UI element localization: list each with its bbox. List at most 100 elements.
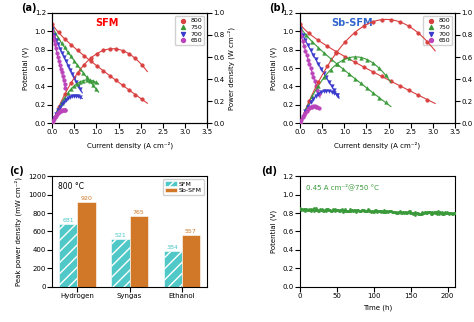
Point bbox=[305, 99, 313, 104]
Point bbox=[50, 116, 58, 121]
Point bbox=[337, 208, 345, 213]
Point bbox=[374, 209, 381, 214]
Point bbox=[324, 64, 331, 69]
X-axis label: Current density (A cm⁻²): Current density (A cm⁻²) bbox=[335, 141, 420, 148]
Point bbox=[423, 209, 430, 214]
Point bbox=[61, 108, 68, 113]
Point bbox=[317, 90, 325, 95]
Point bbox=[333, 92, 340, 97]
Point bbox=[320, 89, 328, 94]
Point bbox=[138, 62, 146, 67]
Point bbox=[346, 207, 354, 212]
Point bbox=[416, 212, 423, 217]
Point bbox=[299, 114, 307, 119]
Point bbox=[358, 207, 365, 213]
Point bbox=[328, 83, 335, 89]
Point bbox=[374, 209, 382, 214]
Point bbox=[306, 62, 313, 67]
Point bbox=[56, 109, 64, 114]
Point bbox=[422, 211, 430, 216]
Point bbox=[315, 83, 322, 88]
Point bbox=[58, 51, 66, 56]
Point bbox=[68, 80, 75, 85]
Point bbox=[398, 210, 406, 215]
Point bbox=[302, 33, 310, 38]
Point bbox=[395, 209, 402, 214]
Point bbox=[358, 207, 366, 212]
Point bbox=[315, 207, 322, 213]
Point bbox=[303, 52, 310, 58]
Point bbox=[348, 207, 356, 212]
Point bbox=[349, 207, 356, 212]
Point bbox=[407, 210, 415, 215]
Point bbox=[53, 111, 60, 117]
Point bbox=[332, 206, 339, 211]
Point bbox=[52, 46, 60, 51]
Point bbox=[429, 210, 437, 215]
Point bbox=[100, 68, 107, 73]
Point bbox=[83, 74, 91, 80]
Y-axis label: Potential (V): Potential (V) bbox=[271, 210, 277, 253]
Point bbox=[342, 39, 349, 44]
Point bbox=[407, 211, 414, 216]
Point bbox=[73, 93, 80, 99]
Point bbox=[353, 208, 361, 213]
Point bbox=[323, 206, 331, 211]
Point bbox=[378, 17, 385, 22]
Point bbox=[448, 211, 456, 216]
Point bbox=[112, 78, 120, 83]
Point bbox=[310, 206, 318, 211]
Point bbox=[125, 51, 133, 56]
Point bbox=[63, 97, 70, 102]
Point bbox=[389, 209, 397, 214]
Point bbox=[396, 209, 404, 214]
Point bbox=[399, 210, 407, 215]
Point bbox=[304, 104, 312, 109]
Point bbox=[87, 56, 94, 61]
Point bbox=[354, 207, 361, 213]
Point bbox=[73, 81, 81, 86]
Point bbox=[307, 208, 314, 213]
Point bbox=[296, 29, 304, 34]
Point bbox=[315, 91, 322, 96]
Point bbox=[387, 17, 395, 22]
Point bbox=[61, 45, 68, 50]
Point bbox=[396, 83, 404, 89]
Point bbox=[296, 121, 304, 126]
Point bbox=[333, 208, 341, 213]
Point bbox=[56, 46, 64, 51]
Point bbox=[70, 83, 78, 89]
Point bbox=[413, 210, 420, 215]
Point bbox=[351, 30, 358, 35]
Point bbox=[327, 208, 334, 213]
Point bbox=[138, 97, 146, 102]
Point bbox=[315, 91, 323, 97]
Point bbox=[56, 104, 64, 109]
Point bbox=[349, 208, 357, 213]
Point bbox=[345, 71, 353, 76]
Point bbox=[415, 212, 423, 217]
Point bbox=[335, 208, 342, 213]
Point bbox=[365, 209, 373, 214]
Point bbox=[375, 66, 383, 71]
Point bbox=[70, 58, 78, 63]
Point bbox=[64, 95, 72, 100]
Point bbox=[424, 210, 431, 215]
Point bbox=[411, 210, 419, 215]
Point bbox=[341, 207, 348, 212]
Point bbox=[438, 212, 446, 217]
Point bbox=[339, 66, 346, 71]
Point bbox=[325, 207, 332, 212]
Point bbox=[315, 62, 322, 67]
Point bbox=[356, 208, 363, 213]
Point bbox=[296, 121, 304, 126]
Point bbox=[352, 209, 360, 214]
Point bbox=[301, 109, 309, 114]
Point bbox=[310, 96, 317, 101]
Point bbox=[296, 205, 304, 211]
Point bbox=[56, 62, 64, 67]
Point bbox=[68, 43, 75, 48]
Point bbox=[423, 97, 431, 102]
Point bbox=[333, 50, 340, 55]
Point bbox=[375, 208, 383, 213]
